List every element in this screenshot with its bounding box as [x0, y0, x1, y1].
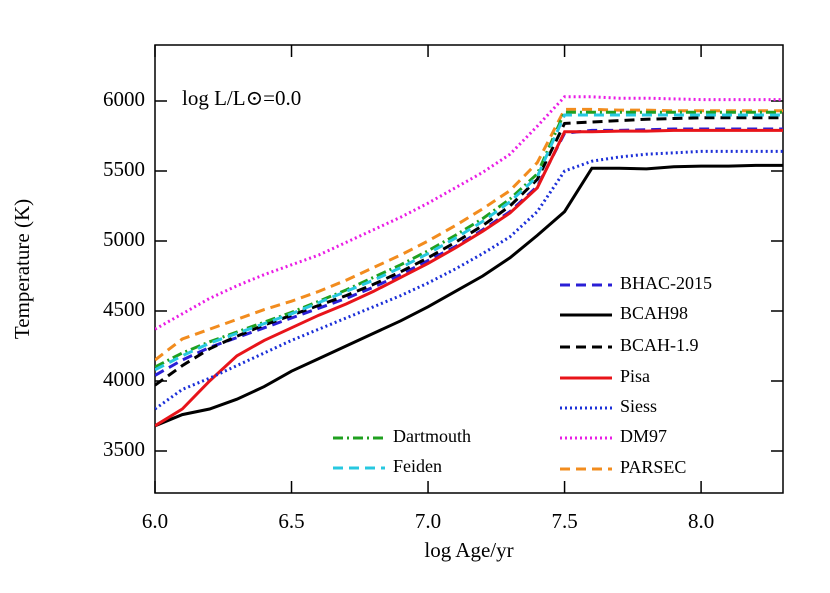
series-line [155, 113, 783, 372]
legend-label: Pisa [620, 366, 650, 386]
y-tick-label: 4000 [103, 367, 145, 391]
series-line [155, 107, 783, 362]
legend-label: Siess [620, 396, 657, 416]
plot-frame [154, 44, 784, 494]
legend-label: Dartmouth [393, 426, 471, 446]
x-tick-label: 6.0 [142, 509, 168, 533]
y-tick-label: 3500 [103, 437, 145, 461]
x-tick-label: 7.5 [551, 509, 577, 533]
series-line [155, 116, 783, 387]
y-tick-label: 5500 [103, 157, 145, 181]
series-line [155, 163, 783, 428]
x-axis-label: log Age/yr [424, 538, 513, 562]
x-tick-label: 6.5 [278, 509, 304, 533]
x-tick-label: 7.0 [415, 509, 441, 533]
legend-label: BCAH98 [620, 303, 688, 323]
legend-label: DM97 [620, 426, 667, 446]
y-tick-label: 6000 [103, 87, 145, 111]
y-tick-label: 4500 [103, 297, 145, 321]
y-tick-label: 5000 [103, 227, 145, 251]
legend-label: PARSEC [620, 457, 686, 477]
annotation: log L/L⊙=0.0 [182, 86, 301, 110]
series-line [155, 128, 783, 428]
y-axis-label: Temperature (K) [10, 199, 34, 339]
legend-label: Feiden [393, 456, 442, 476]
legend-label: BCAH-1.9 [620, 335, 699, 355]
legend-label: BHAC-2015 [620, 273, 712, 293]
series-line [155, 110, 783, 369]
plot-area [155, 95, 783, 428]
x-tick-label: 8.0 [688, 509, 714, 533]
